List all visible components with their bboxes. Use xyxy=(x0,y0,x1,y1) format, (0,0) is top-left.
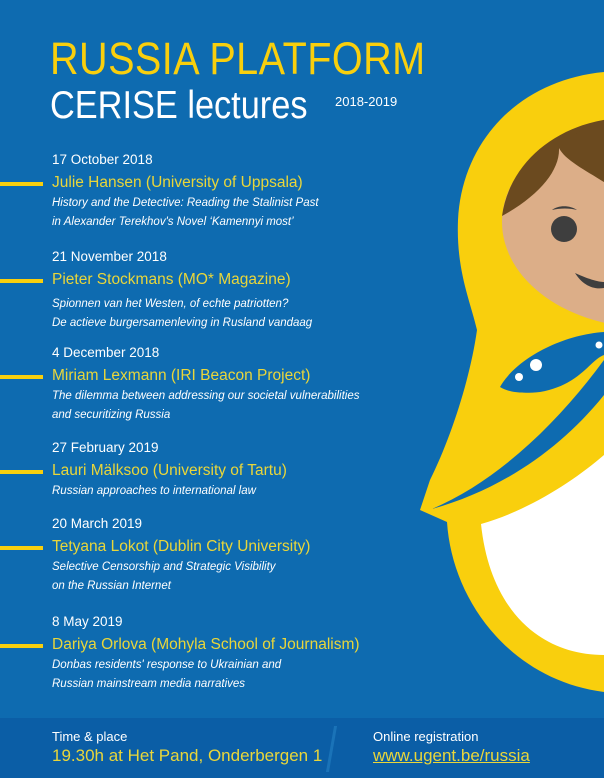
lecture-title-line: De actieve burgersamenleving in Rusland … xyxy=(52,317,313,329)
lecture-date: 21 November 2018 xyxy=(52,249,167,264)
registration-label: Online registration xyxy=(373,729,479,744)
doll-smile xyxy=(575,273,604,289)
lecture-title-line: Russian mainstream media narratives xyxy=(52,678,246,690)
lecture-entry: 27 February 2019 Lauri Mälksoo (Universi… xyxy=(0,439,382,501)
speaker-text: Tetyana Lokot (Dublin City University) xyxy=(52,538,311,555)
poster-years: 2018-2019 xyxy=(335,94,398,109)
lecture-speaker: Miriam Lexmann (IRI Beacon Project) xyxy=(0,365,382,387)
yellow-bar-marker xyxy=(0,470,43,474)
yellow-bar-marker xyxy=(0,375,43,379)
lecture-title-line: Selective Censorship and Strategic Visib… xyxy=(52,561,276,573)
lecture-speaker: Tetyana Lokot (Dublin City University) xyxy=(0,536,382,558)
lecture-entry: 4 December 2018 Miriam Lexmann (IRI Beac… xyxy=(0,344,382,425)
lecture-title-line: History and the Detective: Reading the S… xyxy=(52,197,319,209)
speaker-text: Lauri Mälksoo (University of Tartu) xyxy=(52,462,287,479)
speaker-text: Julie Hansen (University of Uppsala) xyxy=(52,174,303,191)
speaker-text: Miriam Lexmann (IRI Beacon Project) xyxy=(52,367,311,384)
doll-belly xyxy=(481,455,604,655)
lecture-entry: 20 March 2019 Tetyana Lokot (Dublin City… xyxy=(0,515,382,596)
lecture-title-line: in Alexander Terekhov's Novel ‘Kamennyi … xyxy=(52,216,294,228)
lecture-date: 4 December 2018 xyxy=(52,345,160,360)
divider-slash xyxy=(325,726,338,772)
lecture-title-line: The dilemma between addressing our socie… xyxy=(52,390,360,402)
lecture-date: 27 February 2019 xyxy=(52,440,159,455)
yellow-bar-marker xyxy=(0,546,43,550)
yellow-bar-marker xyxy=(0,644,43,648)
poster-subtitle: CERISE lectures xyxy=(50,84,308,127)
doll-scarf-dot xyxy=(515,373,523,381)
doll-scarf-knot xyxy=(500,332,604,393)
lecture-date: 20 March 2019 xyxy=(52,516,143,531)
yellow-bar-marker xyxy=(0,182,43,186)
lecture-title-line: Russian approaches to international law xyxy=(52,485,256,497)
time-place-label: Time & place xyxy=(52,729,128,744)
lecture-speaker: Lauri Mälksoo (University of Tartu) xyxy=(0,460,382,482)
lecture-entry: 21 November 2018 Pieter Stockmans (MO* M… xyxy=(0,248,382,333)
doll-hair-top xyxy=(559,120,604,182)
doll-scarf-dot xyxy=(595,341,603,349)
lecture-date: 17 October 2018 xyxy=(52,152,153,167)
time-place-value: 19.30h at Het Pand, Onderbergen 1 xyxy=(52,746,323,765)
lecture-speaker: Julie Hansen (University of Uppsala) xyxy=(0,172,382,194)
lecture-title-line: Spionnen van het Westen, of echte patrio… xyxy=(52,298,289,310)
footer: Time & place 19.30h at Het Pand, Onderbe… xyxy=(0,718,604,778)
registration-link[interactable]: www.ugent.be/russia xyxy=(373,746,530,765)
doll-scarf-dot xyxy=(530,359,542,371)
lecture-title-line: on the Russian Internet xyxy=(52,580,171,592)
speaker-text: Pieter Stockmans (MO* Magazine) xyxy=(52,271,291,288)
lecture-entry: 8 May 2019 Dariya Orlova (Mohyla School … xyxy=(0,613,382,694)
lecture-speaker: Dariya Orlova (Mohyla School of Journali… xyxy=(0,634,382,656)
poster-title: RUSSIA PLATFORM xyxy=(50,33,426,84)
doll-eyebrow xyxy=(552,206,577,210)
lecture-title-line: Donbas residents' response to Ukrainian … xyxy=(52,659,282,671)
lecture-date: 8 May 2019 xyxy=(52,614,123,629)
doll-eye xyxy=(551,216,577,242)
lecture-speaker: Pieter Stockmans (MO* Magazine) xyxy=(0,269,382,291)
speaker-text: Dariya Orlova (Mohyla School of Journali… xyxy=(52,636,360,653)
lecture-title-line: and securitizing Russia xyxy=(52,409,171,421)
yellow-bar-marker xyxy=(0,279,43,283)
lecture-entry: 17 October 2018 Julie Hansen (University… xyxy=(0,151,382,232)
